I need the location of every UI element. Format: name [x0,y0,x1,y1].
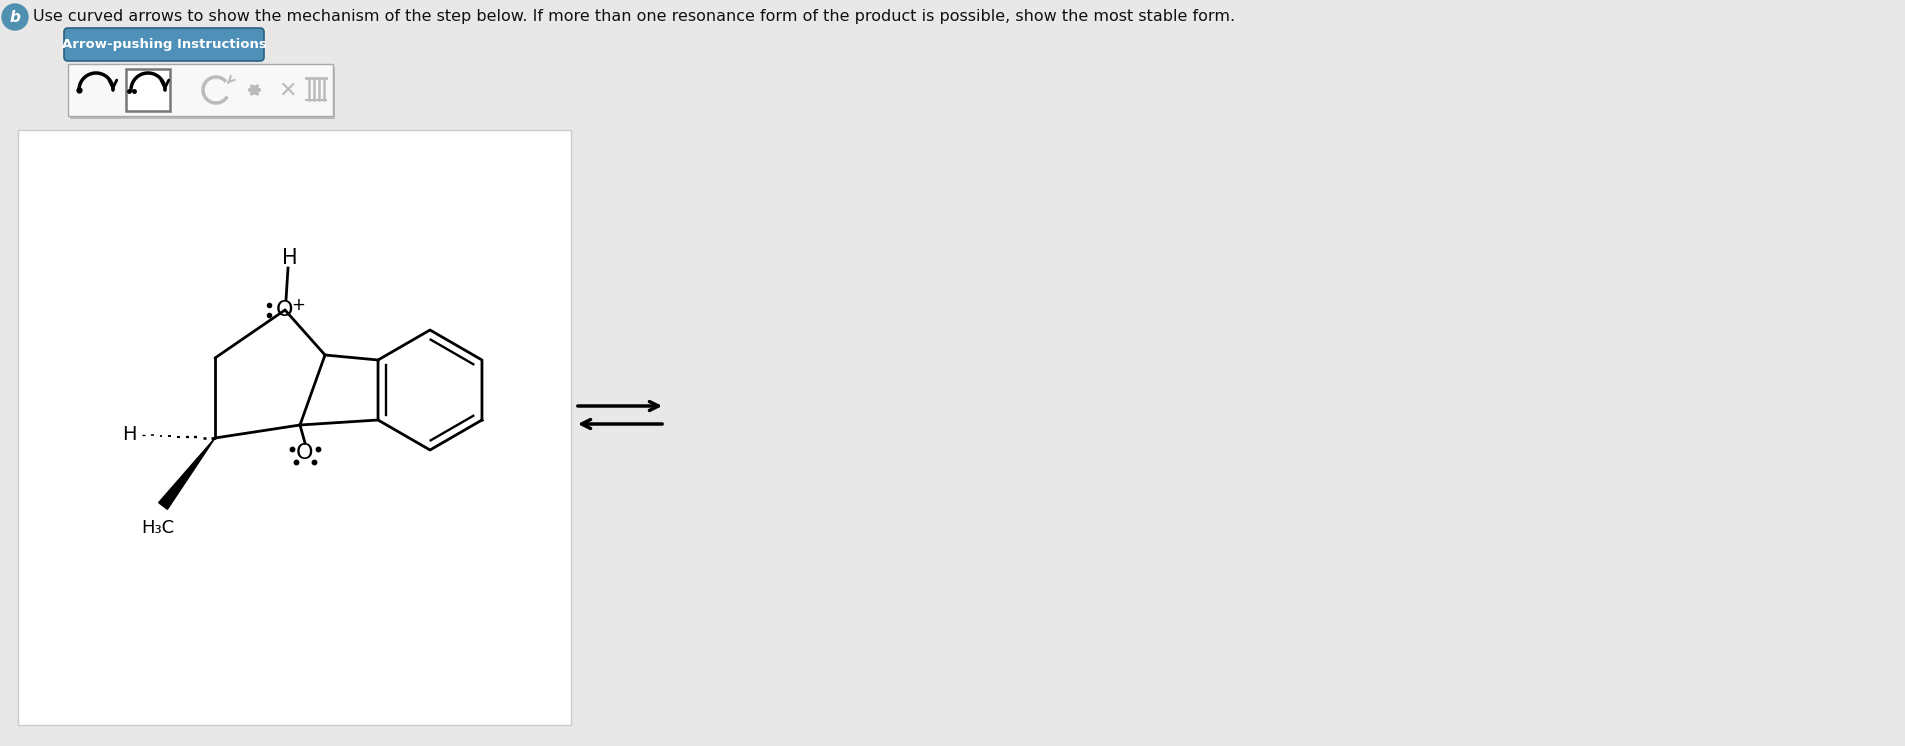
Polygon shape [158,438,215,510]
FancyBboxPatch shape [17,130,572,725]
Text: ✕: ✕ [278,81,297,101]
Circle shape [2,4,29,30]
Text: H: H [122,425,135,445]
FancyBboxPatch shape [69,64,333,116]
Text: Arrow-pushing Instructions: Arrow-pushing Instructions [61,38,267,51]
FancyBboxPatch shape [65,28,265,61]
Text: O: O [295,443,314,463]
FancyBboxPatch shape [70,67,335,119]
FancyBboxPatch shape [126,69,170,111]
Text: Use curved arrows to show the mechanism of the step below. If more than one reso: Use curved arrows to show the mechanism … [32,10,1234,25]
Text: H₃C: H₃C [141,519,175,537]
Text: b: b [10,10,21,25]
Text: O: O [276,300,293,320]
Text: H: H [282,248,297,268]
Text: +: + [291,296,305,314]
